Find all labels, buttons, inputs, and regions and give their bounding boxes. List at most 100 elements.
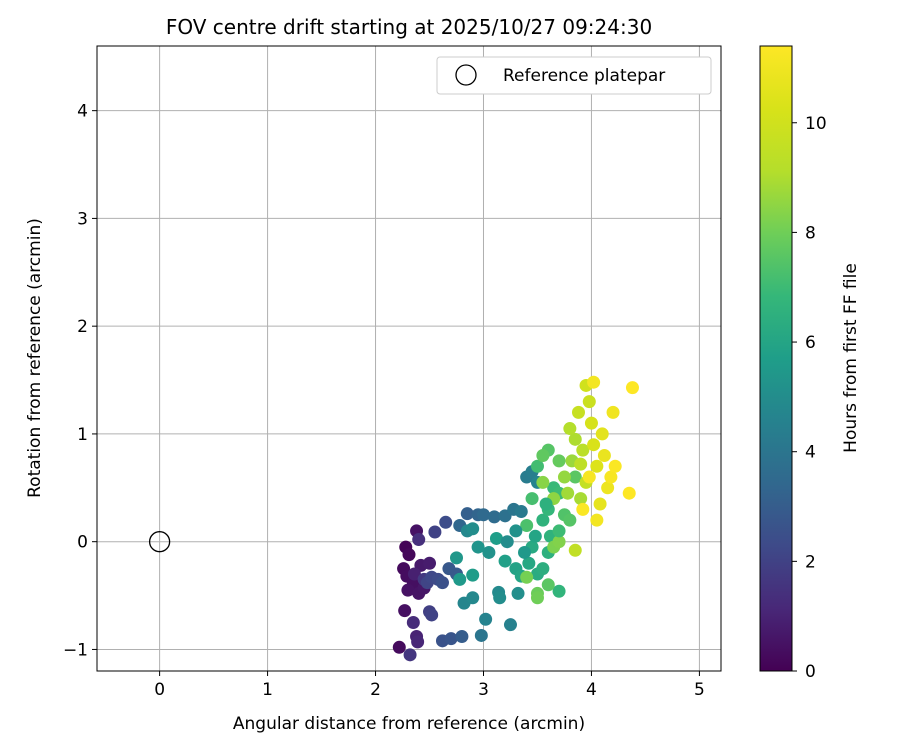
plot-frame bbox=[96, 45, 722, 672]
data-point bbox=[595, 427, 609, 441]
data-point bbox=[509, 524, 523, 538]
data-point bbox=[402, 548, 416, 562]
data-point bbox=[525, 492, 539, 506]
data-point bbox=[411, 635, 425, 649]
data-point bbox=[520, 570, 534, 584]
data-point bbox=[514, 505, 528, 519]
colorbar-tick-label: 10 bbox=[805, 114, 827, 134]
data-point bbox=[590, 459, 604, 473]
data-point bbox=[557, 470, 571, 484]
data-point bbox=[412, 533, 426, 547]
data-point bbox=[474, 628, 488, 642]
colorbar-gradient bbox=[759, 45, 793, 672]
x-axis-ticks: 0 1 2 3 4 5 bbox=[154, 671, 705, 700]
data-point bbox=[479, 612, 493, 626]
data-point bbox=[539, 497, 553, 511]
data-point bbox=[587, 375, 601, 389]
data-point bbox=[439, 515, 453, 529]
legend-box bbox=[436, 56, 712, 95]
x-tick-label: 5 bbox=[694, 680, 705, 700]
colorbar-tick-label: 6 bbox=[805, 333, 816, 353]
data-point bbox=[498, 554, 512, 568]
data-point bbox=[574, 457, 588, 471]
data-point bbox=[552, 535, 566, 549]
data-point bbox=[482, 545, 496, 559]
x-axis-label: Angular distance from reference (arcmin) bbox=[233, 714, 585, 734]
data-point bbox=[442, 562, 456, 576]
colorbar-ticks: 0 2 4 6 8 10 bbox=[792, 114, 827, 682]
data-point bbox=[601, 481, 615, 495]
data-point bbox=[561, 486, 575, 500]
data-point bbox=[407, 567, 421, 581]
y-tick-label: 4 bbox=[77, 102, 88, 122]
data-point bbox=[403, 648, 417, 662]
scatter-points bbox=[392, 375, 639, 662]
data-point bbox=[536, 562, 550, 576]
data-point bbox=[466, 568, 480, 582]
data-point bbox=[587, 438, 601, 452]
data-point bbox=[552, 584, 566, 598]
data-point bbox=[435, 576, 449, 590]
data-point bbox=[493, 591, 507, 605]
data-point bbox=[476, 508, 490, 522]
data-point bbox=[518, 545, 532, 559]
colorbar-tick-label: 2 bbox=[805, 552, 816, 572]
data-point bbox=[622, 486, 636, 500]
data-point bbox=[406, 616, 420, 630]
legend-label: Reference platepar bbox=[503, 66, 665, 86]
data-point bbox=[568, 543, 582, 557]
data-point bbox=[471, 540, 485, 554]
data-point bbox=[450, 551, 464, 565]
plot-area: 0 1 2 3 4 5 −1 0 1 2 3 4 bbox=[63, 45, 722, 700]
x-tick-label: 1 bbox=[262, 680, 273, 700]
data-point bbox=[487, 510, 501, 524]
data-point bbox=[503, 618, 517, 632]
legend-marker-icon bbox=[455, 64, 477, 86]
data-point bbox=[563, 422, 577, 436]
y-tick-label: −1 bbox=[63, 640, 88, 660]
x-tick-label: 2 bbox=[370, 680, 381, 700]
data-point bbox=[398, 604, 412, 618]
data-point bbox=[584, 416, 598, 430]
data-point bbox=[576, 502, 590, 516]
data-point bbox=[425, 608, 439, 622]
data-point bbox=[466, 522, 480, 536]
colorbar-tick-label: 8 bbox=[805, 223, 816, 243]
data-point bbox=[466, 591, 480, 605]
data-point bbox=[563, 513, 577, 527]
y-axis-ticks: −1 0 1 2 3 4 bbox=[63, 102, 97, 660]
data-point bbox=[536, 513, 550, 527]
x-tick-label: 3 bbox=[478, 680, 489, 700]
data-point bbox=[500, 535, 514, 549]
data-point bbox=[522, 556, 536, 570]
data-point bbox=[552, 524, 566, 538]
data-point bbox=[576, 443, 590, 457]
reference-marker bbox=[148, 531, 171, 553]
data-point bbox=[423, 556, 437, 570]
legend: Reference platepar bbox=[436, 56, 712, 95]
grid bbox=[97, 46, 721, 671]
y-tick-label: 0 bbox=[77, 533, 88, 553]
data-point bbox=[401, 583, 415, 597]
data-point bbox=[444, 632, 458, 646]
data-point bbox=[552, 454, 566, 468]
x-tick-label: 4 bbox=[586, 680, 597, 700]
y-tick-label: 3 bbox=[77, 209, 88, 229]
data-point bbox=[604, 470, 618, 484]
data-point bbox=[597, 448, 611, 462]
y-tick-label: 1 bbox=[77, 425, 88, 445]
chart-title: FOV centre drift starting at 2025/10/27 … bbox=[166, 15, 652, 39]
data-point bbox=[536, 448, 550, 462]
colorbar-label: Hours from first FF file bbox=[841, 263, 861, 453]
data-point bbox=[536, 475, 550, 489]
data-point bbox=[593, 497, 607, 511]
data-point bbox=[568, 432, 582, 446]
data-point bbox=[455, 630, 469, 644]
data-point bbox=[568, 470, 582, 484]
data-point bbox=[582, 395, 596, 409]
y-axis-label: Rotation from reference (arcmin) bbox=[25, 218, 45, 498]
data-point bbox=[606, 405, 620, 419]
data-point bbox=[530, 591, 544, 605]
data-point bbox=[453, 572, 467, 586]
